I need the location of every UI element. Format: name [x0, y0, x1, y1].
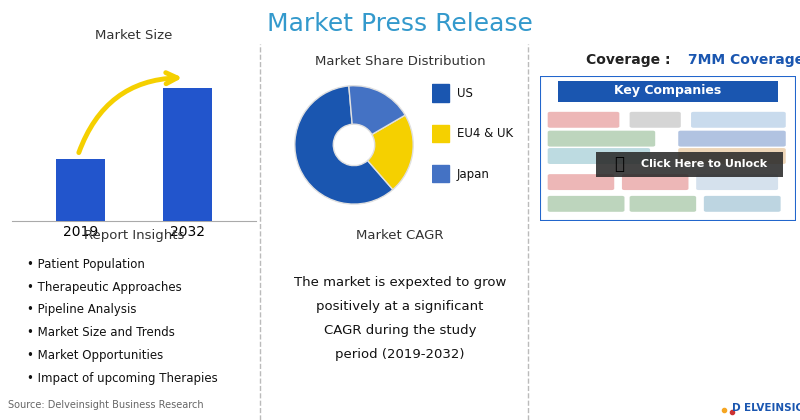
FancyBboxPatch shape [630, 196, 696, 212]
Text: Market Press Release: Market Press Release [267, 12, 533, 36]
FancyBboxPatch shape [691, 112, 786, 128]
FancyBboxPatch shape [630, 112, 681, 128]
Text: Source: Delveinsight Business Research: Source: Delveinsight Business Research [8, 400, 204, 410]
Wedge shape [367, 115, 413, 189]
FancyBboxPatch shape [548, 148, 650, 164]
Text: Click Here to Unlock: Click Here to Unlock [641, 159, 767, 169]
Bar [432, 84, 449, 102]
FancyBboxPatch shape [678, 131, 786, 147]
Title: Market Size: Market Size [95, 29, 173, 42]
Text: 🔒: 🔒 [614, 155, 624, 173]
Text: EU4 & UK: EU4 & UK [457, 128, 513, 140]
Text: Report Insights: Report Insights [84, 229, 184, 241]
Bar [163, 88, 212, 220]
Text: Japan: Japan [457, 168, 490, 181]
FancyBboxPatch shape [548, 196, 625, 212]
FancyBboxPatch shape [678, 148, 786, 164]
FancyBboxPatch shape [704, 196, 781, 212]
FancyBboxPatch shape [558, 81, 778, 102]
Text: • Patient Population: • Patient Population [26, 258, 145, 270]
FancyBboxPatch shape [548, 112, 619, 128]
FancyBboxPatch shape [596, 152, 783, 177]
Text: Coverage :: Coverage : [586, 53, 675, 67]
Text: Key Companies: Key Companies [614, 84, 722, 97]
Text: • Therapeutic Approaches: • Therapeutic Approaches [26, 281, 182, 294]
Text: The market is expexted to grow
positively at a significant
CAGR during the study: The market is expexted to grow positivel… [294, 276, 506, 361]
Wedge shape [295, 86, 393, 204]
Text: Market CAGR: Market CAGR [356, 229, 444, 241]
Text: • Market Size and Trends: • Market Size and Trends [26, 326, 174, 339]
Bar [432, 165, 449, 182]
Wedge shape [349, 86, 405, 134]
Text: ELVEINSIGHT: ELVEINSIGHT [744, 403, 800, 413]
Text: • Pipeline Analysis: • Pipeline Analysis [26, 303, 136, 316]
FancyBboxPatch shape [540, 76, 796, 220]
Text: 7MM Coverage: 7MM Coverage [689, 53, 800, 67]
FancyBboxPatch shape [622, 174, 689, 190]
FancyBboxPatch shape [548, 131, 655, 147]
Bar [432, 125, 449, 142]
Bar [56, 159, 105, 220]
Text: D: D [732, 403, 741, 413]
Text: • Market Opportunities: • Market Opportunities [26, 349, 163, 362]
FancyBboxPatch shape [548, 174, 614, 190]
Text: • Impact of upcoming Therapies: • Impact of upcoming Therapies [26, 372, 218, 385]
Text: US: US [457, 87, 473, 100]
FancyBboxPatch shape [696, 174, 778, 190]
Text: Market Share Distribution: Market Share Distribution [314, 55, 486, 68]
